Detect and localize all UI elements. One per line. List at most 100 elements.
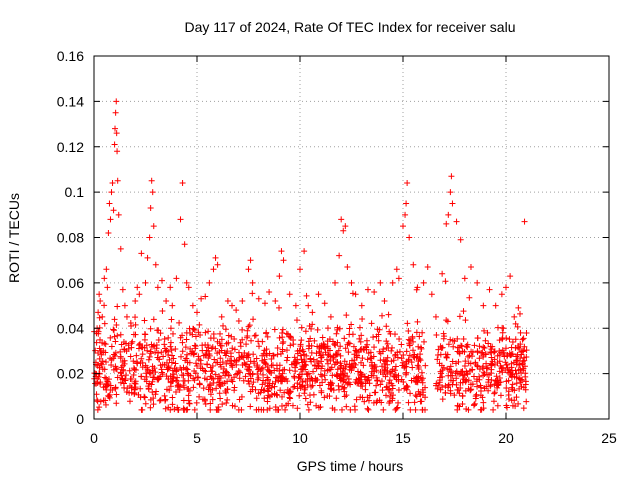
data-point: [132, 298, 139, 305]
data-point: [424, 263, 431, 270]
data-point: [218, 313, 225, 320]
data-point: [434, 351, 441, 358]
data-point: [348, 321, 355, 328]
data-point: [266, 288, 273, 295]
data-point: [161, 335, 168, 342]
chart-title: Day 117 of 2024, Rate Of TEC Index for r…: [185, 19, 516, 35]
data-point: [302, 395, 309, 402]
data-point: [139, 406, 146, 413]
data-point: [466, 352, 473, 359]
data-point: [376, 326, 383, 333]
data-point: [404, 180, 411, 187]
data-point: [413, 393, 420, 400]
data-point: [104, 379, 111, 386]
data-point: [179, 339, 186, 346]
data-point: [408, 377, 415, 384]
data-point: [374, 378, 381, 385]
data-point: [247, 257, 254, 264]
data-point: [260, 371, 267, 378]
data-point: [456, 403, 463, 410]
data-point: [502, 359, 509, 366]
data-point: [499, 336, 506, 343]
data-point: [110, 326, 117, 333]
data-point: [472, 393, 479, 400]
x-tick-label: 15: [395, 430, 411, 446]
data-point: [107, 216, 114, 223]
data-point: [465, 377, 472, 384]
data-point: [367, 349, 374, 356]
data-point: [115, 211, 122, 218]
data-point: [182, 357, 189, 364]
data-point: [506, 336, 513, 343]
data-point: [213, 359, 220, 366]
data-point: [377, 381, 384, 388]
data-point: [299, 346, 306, 353]
data-point: [96, 314, 103, 321]
data-point: [252, 332, 259, 339]
data-point: [453, 218, 460, 225]
data-point: [432, 313, 439, 320]
data-point: [228, 376, 235, 383]
data-point: [450, 343, 457, 350]
data-point: [260, 406, 267, 413]
data-point: [349, 290, 356, 297]
data-point: [438, 370, 445, 377]
data-point: [181, 377, 188, 384]
data-point: [296, 373, 303, 380]
data-point: [168, 316, 175, 323]
data-point: [280, 257, 287, 264]
data-point: [173, 275, 180, 282]
x-tick-label: 20: [498, 430, 514, 446]
data-point: [417, 344, 424, 351]
data-point: [399, 359, 406, 366]
data-point: [400, 352, 407, 359]
x-tick-labels: 0 5 10 15 20 25: [90, 430, 617, 446]
data-point: [224, 298, 231, 305]
data-point: [201, 397, 208, 404]
data-point: [455, 358, 462, 365]
data-point: [117, 379, 124, 386]
data-point: [192, 370, 199, 377]
data-point: [338, 216, 345, 223]
data-point: [307, 399, 314, 406]
data-point: [177, 365, 184, 372]
data-point: [129, 338, 136, 345]
data-point: [277, 387, 284, 394]
data-point: [93, 339, 100, 346]
data-point: [496, 337, 503, 344]
data-point: [274, 345, 281, 352]
data-point: [365, 406, 372, 413]
data-point: [438, 362, 445, 369]
data-point: [207, 400, 214, 407]
data-point: [324, 356, 331, 363]
data-point: [183, 336, 190, 343]
data-point: [410, 338, 417, 345]
data-point: [453, 368, 460, 375]
data-point: [285, 390, 292, 397]
data-point: [359, 383, 366, 390]
data-point: [449, 200, 456, 207]
data-point: [354, 352, 361, 359]
data-point: [173, 366, 180, 373]
data-point: [279, 340, 286, 347]
data-point: [444, 318, 451, 325]
data-point: [206, 279, 213, 286]
data-point: [250, 316, 257, 323]
data-point: [245, 363, 252, 370]
data-point: [516, 345, 523, 352]
data-point: [300, 366, 307, 373]
data-point: [428, 291, 435, 298]
data-point: [284, 389, 291, 396]
data-point: [97, 298, 104, 305]
data-point: [405, 336, 412, 343]
data-point: [145, 356, 152, 363]
data-point: [379, 363, 386, 370]
data-point: [335, 382, 342, 389]
data-point: [207, 373, 214, 380]
data-point: [207, 406, 214, 413]
data-point: [342, 345, 349, 352]
data-point: [145, 383, 152, 390]
data-point: [409, 364, 416, 371]
data-point: [304, 371, 311, 378]
data-point: [411, 399, 418, 406]
